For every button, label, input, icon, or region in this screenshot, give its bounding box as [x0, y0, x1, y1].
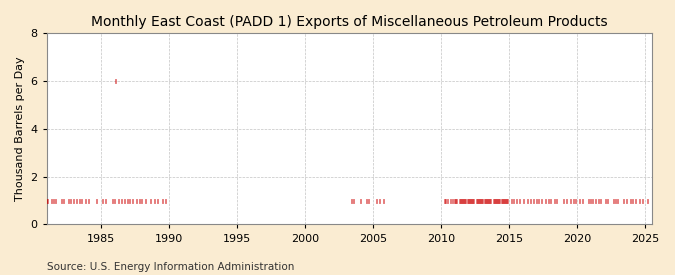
- Y-axis label: Thousand Barrels per Day: Thousand Barrels per Day: [15, 56, 25, 201]
- Text: Source: U.S. Energy Information Administration: Source: U.S. Energy Information Administ…: [47, 262, 294, 272]
- Title: Monthly East Coast (PADD 1) Exports of Miscellaneous Petroleum Products: Monthly East Coast (PADD 1) Exports of M…: [91, 15, 608, 29]
